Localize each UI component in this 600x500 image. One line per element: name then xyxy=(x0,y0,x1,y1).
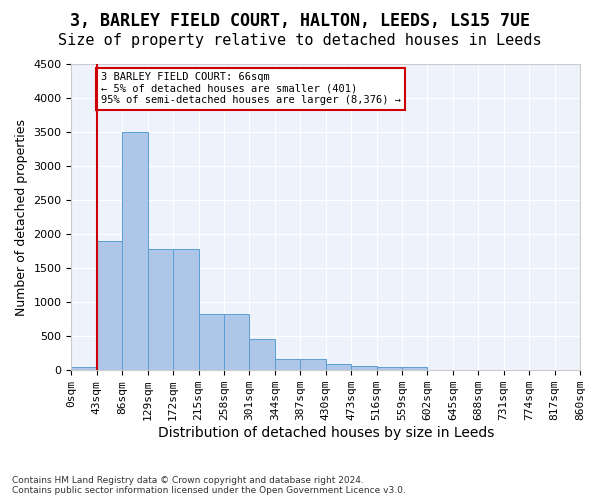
Bar xyxy=(173,249,199,370)
Text: Size of property relative to detached houses in Leeds: Size of property relative to detached ho… xyxy=(58,32,542,48)
Bar xyxy=(148,249,173,370)
Bar xyxy=(300,360,326,370)
Text: 3, BARLEY FIELD COURT, HALTON, LEEDS, LS15 7UE: 3, BARLEY FIELD COURT, HALTON, LEEDS, LS… xyxy=(70,12,530,30)
Bar xyxy=(71,367,97,370)
Bar xyxy=(275,360,300,370)
Bar xyxy=(326,364,351,370)
Bar xyxy=(199,314,224,370)
X-axis label: Distribution of detached houses by size in Leeds: Distribution of detached houses by size … xyxy=(158,426,494,440)
Bar xyxy=(377,367,402,370)
Bar xyxy=(97,241,122,370)
Y-axis label: Number of detached properties: Number of detached properties xyxy=(15,118,28,316)
Bar xyxy=(351,366,377,370)
Text: 3 BARLEY FIELD COURT: 66sqm
← 5% of detached houses are smaller (401)
95% of sem: 3 BARLEY FIELD COURT: 66sqm ← 5% of deta… xyxy=(101,72,401,106)
Bar xyxy=(250,339,275,370)
Bar xyxy=(122,132,148,370)
Bar xyxy=(402,367,427,370)
Text: Contains HM Land Registry data © Crown copyright and database right 2024.
Contai: Contains HM Land Registry data © Crown c… xyxy=(12,476,406,495)
Bar xyxy=(224,314,250,370)
